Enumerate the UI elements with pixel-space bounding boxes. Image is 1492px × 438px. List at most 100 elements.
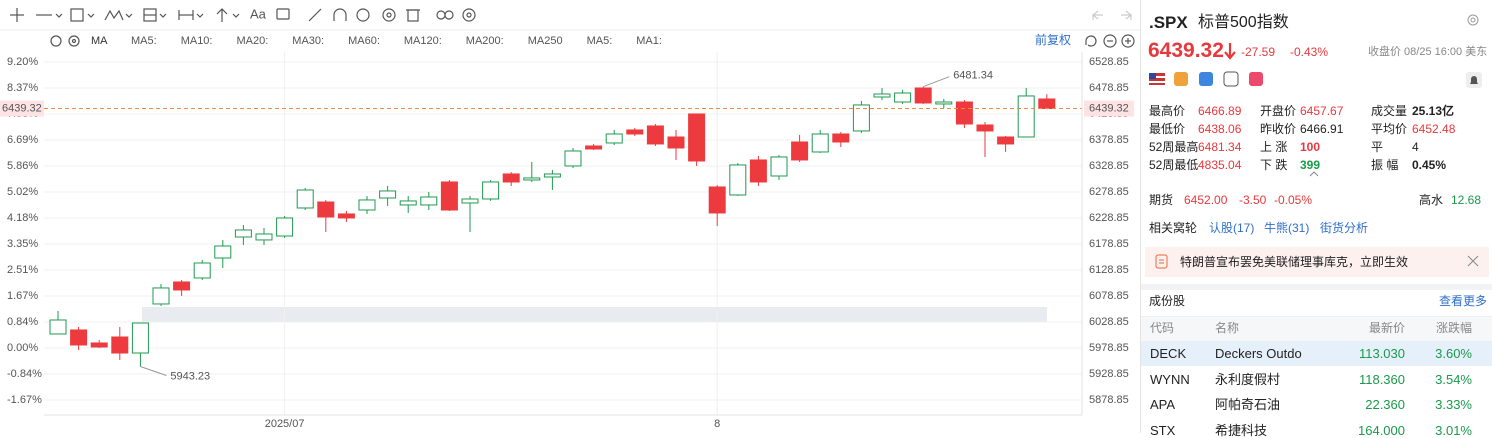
indicator-item[interactable]: MA250 bbox=[528, 35, 563, 47]
y-tick-label: 6378.85 bbox=[1089, 134, 1129, 146]
toolbar bbox=[10, 8, 1135, 48]
badge[interactable] bbox=[1223, 71, 1239, 87]
y-tick-label: 5878.85 bbox=[1089, 394, 1129, 406]
premium-value: 12.68 bbox=[1451, 193, 1482, 207]
table-cell[interactable]: Deckers Outdo bbox=[1215, 346, 1302, 361]
warrant-link[interactable]: 牛熊(31) bbox=[1264, 221, 1310, 235]
candle-body bbox=[1017, 95, 1035, 138]
news-headline[interactable]: 特朗普宣布罢免美联储理事库克，立即生效 bbox=[1180, 255, 1409, 269]
indicator-item[interactable]: MA200: bbox=[466, 35, 504, 47]
table-cell[interactable]: 3.54% bbox=[1435, 371, 1472, 387]
shape-tool[interactable] bbox=[70, 8, 95, 22]
magnet-tool[interactable] bbox=[333, 8, 347, 21]
candle-body bbox=[729, 164, 747, 196]
indicator-item[interactable]: MA30: bbox=[292, 35, 324, 47]
line-tool[interactable] bbox=[36, 13, 63, 18]
zoom-controls[interactable] bbox=[1085, 34, 1135, 48]
y-tick-label: 5978.85 bbox=[1089, 342, 1129, 354]
stat-label: 开盘价 bbox=[1260, 104, 1297, 118]
badge[interactable] bbox=[1174, 72, 1188, 86]
stat-label: 平 bbox=[1371, 140, 1384, 154]
indicator-item[interactable]: MA10: bbox=[181, 35, 213, 47]
stat-label: 最高价 bbox=[1149, 104, 1186, 118]
candle-body bbox=[440, 181, 458, 211]
indicator-item[interactable]: MA60: bbox=[348, 35, 380, 47]
table-cell[interactable]: 118.360 bbox=[1358, 371, 1405, 387]
candle-body bbox=[667, 136, 685, 149]
candle-body bbox=[131, 322, 149, 354]
table-cell[interactable]: 113.030 bbox=[1358, 346, 1405, 361]
annotation-leader bbox=[140, 366, 167, 376]
futures-change: -3.50 bbox=[1239, 193, 1267, 207]
stat-label: 平均价 bbox=[1371, 122, 1408, 136]
futures-price: 6452.00 bbox=[1184, 193, 1228, 207]
futures-change-pct: -0.05% bbox=[1274, 193, 1313, 207]
table-cell[interactable]: 3.60% bbox=[1435, 346, 1472, 361]
settings-icon[interactable] bbox=[1466, 13, 1480, 27]
candle-body bbox=[255, 233, 273, 241]
badge[interactable] bbox=[1199, 72, 1213, 86]
table-cell[interactable]: APA bbox=[1150, 397, 1176, 412]
indicator-item[interactable]: MA20: bbox=[236, 35, 268, 47]
table-cell[interactable]: 永利度假村 bbox=[1215, 371, 1281, 387]
candle-body bbox=[70, 329, 88, 346]
wave-tool[interactable] bbox=[104, 9, 133, 21]
sync-tool[interactable] bbox=[356, 8, 370, 22]
adjust-mode[interactable]: 前复权 bbox=[1035, 32, 1071, 47]
table-cell[interactable]: WYNN bbox=[1150, 371, 1190, 387]
crosshair-tool[interactable] bbox=[10, 8, 24, 22]
stat-value: 6452.48 bbox=[1412, 122, 1456, 136]
table-header bbox=[1141, 316, 1492, 341]
candle-body bbox=[296, 189, 314, 209]
indicator-item[interactable]: MA5: bbox=[131, 35, 157, 47]
stat-label: 上 涨 bbox=[1260, 140, 1288, 154]
settings-tool[interactable] bbox=[462, 8, 476, 22]
premium-label: 高水 bbox=[1419, 193, 1444, 207]
comment-tool[interactable] bbox=[276, 8, 290, 20]
table-cell[interactable]: 希捷科技 bbox=[1215, 422, 1268, 438]
table-cell[interactable]: DECK bbox=[1150, 346, 1187, 361]
expand-toggle[interactable] bbox=[1309, 171, 1319, 177]
indicator-item[interactable]: MA5: bbox=[587, 35, 613, 47]
indicator-settings[interactable] bbox=[50, 35, 80, 47]
fib-tool[interactable] bbox=[143, 8, 167, 22]
undo-redo[interactable] bbox=[1092, 10, 1132, 20]
table-cell[interactable]: STX bbox=[1150, 422, 1176, 438]
y-tick-label: 6078.85 bbox=[1089, 290, 1129, 302]
link-tool[interactable] bbox=[436, 10, 454, 20]
more-link[interactable]: 查看更多 bbox=[1438, 294, 1487, 308]
close-news[interactable] bbox=[1467, 255, 1479, 267]
stat-value: 100 bbox=[1300, 140, 1321, 154]
table-cell[interactable]: 164.000 bbox=[1358, 422, 1405, 438]
stat-value: 4835.04 bbox=[1198, 158, 1242, 172]
table-cell[interactable]: 阿帕奇石油 bbox=[1215, 397, 1281, 412]
stat-value: 4 bbox=[1412, 140, 1419, 154]
ruler-tool[interactable] bbox=[308, 8, 322, 22]
candle-body bbox=[976, 124, 994, 132]
indicator-item[interactable]: MA1: bbox=[636, 35, 662, 47]
y-tick-label: 5928.85 bbox=[1089, 368, 1129, 380]
candle-body bbox=[811, 133, 829, 153]
table-cell[interactable]: 22.360 bbox=[1365, 397, 1405, 412]
warrant-link[interactable]: 认股(17) bbox=[1209, 221, 1255, 235]
delete-tool[interactable] bbox=[406, 9, 420, 22]
table-cell[interactable]: 3.33% bbox=[1435, 397, 1472, 412]
indicator-name[interactable]: MA bbox=[91, 35, 108, 47]
text-tool[interactable]: Aa bbox=[250, 6, 267, 21]
y-tick-label: 6478.85 bbox=[1089, 82, 1129, 94]
table-cell[interactable]: 3.01% bbox=[1435, 422, 1472, 438]
selected-row[interactable] bbox=[1141, 341, 1492, 366]
candle-body bbox=[399, 200, 417, 206]
y2-tick-label: 5.86% bbox=[7, 160, 38, 172]
section-title: 成份股 bbox=[1149, 294, 1186, 308]
badge[interactable] bbox=[1249, 72, 1263, 86]
indicator-item[interactable]: MA120: bbox=[404, 35, 442, 47]
x-tick-label: 8 bbox=[714, 418, 720, 430]
candle-body bbox=[646, 125, 664, 145]
visibility-tool[interactable] bbox=[382, 8, 396, 22]
measure-tool[interactable] bbox=[178, 10, 204, 20]
arrow-tool[interactable] bbox=[216, 8, 240, 22]
candle-body bbox=[873, 93, 891, 98]
news-banner[interactable] bbox=[1145, 247, 1489, 277]
warrant-link[interactable]: 街货分析 bbox=[1320, 221, 1369, 235]
